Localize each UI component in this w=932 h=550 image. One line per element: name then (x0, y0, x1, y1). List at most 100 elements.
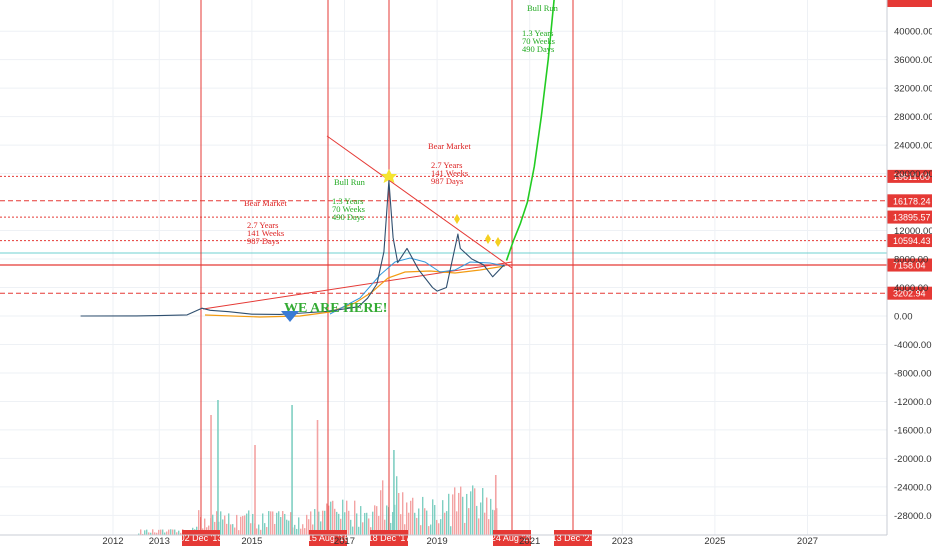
x-tick-label: 2015 (241, 536, 262, 547)
volume-bar (482, 488, 484, 535)
volume-bar (340, 518, 342, 535)
volume-bar (158, 529, 160, 535)
volume-bar (464, 522, 466, 535)
y-tick-label: 28000.00 (894, 112, 932, 123)
volume-bar (486, 497, 488, 535)
volume-bar (232, 524, 234, 535)
volume-bar (440, 519, 442, 535)
volume-bar (242, 515, 244, 535)
diamond-icon (495, 237, 501, 247)
volume-bar (274, 523, 276, 535)
bull-run-top-title: Bull Run (527, 3, 559, 13)
bear-market-left-title: Bear Market (244, 198, 287, 208)
bull-run-mid-line-2: 70 Weeks (332, 204, 365, 214)
volume-bar (428, 526, 430, 535)
bull-run-mid-line-1: 1.3 Years (332, 196, 363, 206)
horizontal-level-lines: 19611.00 16178.24 13895.57 10594.43 7158.04 3… (0, 0, 932, 300)
bull-run-top-line-2: 70 Weeks (522, 36, 555, 46)
volume-bar (252, 513, 254, 535)
price-tag-label: 3202.94 (893, 289, 926, 299)
volume-bar (478, 518, 480, 535)
volume-bar (288, 520, 290, 535)
volume-bar (472, 485, 474, 535)
bull-run-mid-line-3: 490 Days (332, 212, 364, 222)
date-tag (493, 530, 531, 546)
star-icon (381, 169, 397, 183)
volume-bar (400, 514, 402, 535)
volume-bar (322, 510, 324, 535)
volume-bar (382, 480, 384, 535)
volume-bar (330, 501, 332, 535)
volume-bar (326, 503, 328, 535)
volume-bar (496, 508, 498, 535)
descending-trendline (326, 135, 513, 269)
volume-bar (342, 499, 344, 535)
volume-bar (270, 511, 272, 535)
x-tick-label: 2023 (612, 536, 633, 547)
volume-bar (256, 528, 258, 535)
volume-bar (456, 511, 458, 535)
bear-market-left-line-3: 987 Days (247, 236, 279, 246)
volume-bar (314, 509, 316, 535)
volume-bar (434, 505, 436, 535)
volume-bar (436, 519, 438, 535)
volume-bar (448, 493, 450, 535)
volume-bar (266, 527, 268, 535)
volume-bar (398, 493, 400, 535)
bull-run-mid-title: Bull Run (334, 177, 366, 187)
y-tick-label: -16000.00 (894, 425, 932, 436)
volume-bar (356, 513, 358, 535)
volume-bar (490, 498, 492, 535)
volume-bar (224, 515, 226, 535)
volume-bar (408, 512, 410, 535)
volume-bar (372, 511, 374, 535)
volume-bar (142, 533, 144, 535)
y-tick-label: 40000.00 (894, 27, 932, 38)
bear-market-right-title: Bear Market (428, 141, 471, 151)
volume-bar (222, 519, 224, 535)
volume-bar (360, 506, 362, 535)
volume-spike (393, 450, 395, 535)
y-tick-label: 36000.00 (894, 55, 932, 66)
date-tag-label: 13 Dec '21 (552, 533, 595, 543)
volume-bar (260, 529, 262, 535)
volume-bar (390, 522, 392, 535)
volume-bar (290, 512, 292, 535)
volume-bar (376, 506, 378, 535)
volume-bar (250, 523, 252, 535)
volume-bar (278, 511, 280, 535)
date-tag-label: 15 Aug '16 (307, 533, 349, 543)
volume-bar (494, 510, 496, 535)
volume-bar (238, 530, 240, 535)
volume-bar (148, 532, 150, 535)
volume-bar (214, 521, 216, 535)
volume-bar (284, 513, 286, 535)
bear-market-right-line-3: 987 Days (431, 176, 463, 186)
volume-bar (362, 522, 364, 535)
volume-bar (320, 521, 322, 535)
volume-bar (468, 508, 470, 535)
y-tick-label: 4000.00 (894, 283, 928, 294)
volume-bar (338, 513, 340, 535)
volume-bar (480, 502, 482, 535)
volume-bar (244, 515, 246, 535)
volume-bar (246, 513, 248, 535)
volume-bar (146, 529, 148, 535)
y-tick-label: -24000.00 (894, 482, 932, 493)
date-tag (182, 530, 220, 546)
volume-bar (212, 514, 214, 535)
volume-bar (354, 500, 356, 535)
volume-bar (458, 492, 460, 535)
volume-bar (452, 494, 454, 535)
volume-bar (294, 524, 296, 535)
volume-spike (316, 420, 319, 535)
volume-bar (296, 528, 298, 535)
volume-bar (230, 524, 232, 535)
price-tag (887, 286, 932, 300)
volume-bar (302, 524, 304, 535)
volume-bar (334, 508, 336, 535)
volume-bar (346, 500, 348, 535)
volume-bar (204, 518, 206, 535)
volume-bar (412, 497, 414, 535)
